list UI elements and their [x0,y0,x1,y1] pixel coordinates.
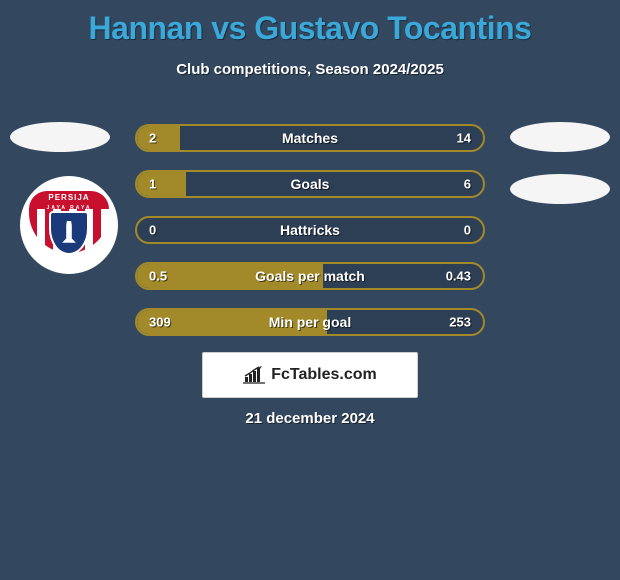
stats-bars: 2 Matches 14 1 Goals 6 0 Hattricks 0 0.5… [135,124,485,354]
bar-label: Matches [137,130,483,146]
bar-row-matches: 2 Matches 14 [135,124,485,152]
bar-right-value: 0.43 [446,269,471,284]
team-left-badge: PERSIJA JAYA RAYA [20,176,118,274]
brand-box: FcTables.com [202,352,418,398]
bar-label: Min per goal [137,314,483,330]
bar-label: Hattricks [137,222,483,238]
page-title: Hannan vs Gustavo Tocantins [0,0,620,47]
bar-row-goals: 1 Goals 6 [135,170,485,198]
team-right-logo-placeholder-2 [510,174,610,204]
bar-right-value: 253 [449,315,471,330]
bar-row-goals-per-match: 0.5 Goals per match 0.43 [135,262,485,290]
badge-monument-icon [62,221,76,243]
badge-top-text: PERSIJA JAYA RAYA [29,191,109,209]
bar-right-value: 14 [457,131,471,146]
bar-chart-icon [243,366,265,384]
badge-graphic: PERSIJA JAYA RAYA [29,185,109,265]
brand-text: FcTables.com [271,366,377,384]
team-left-logo-placeholder-1 [10,122,110,152]
bar-row-min-per-goal: 309 Min per goal 253 [135,308,485,336]
bar-label: Goals per match [137,268,483,284]
page-subtitle: Club competitions, Season 2024/2025 [0,61,620,78]
bar-right-value: 6 [464,177,471,192]
date-text: 21 december 2024 [0,410,620,427]
bar-right-value: 0 [464,223,471,238]
bar-label: Goals [137,176,483,192]
bar-row-hattricks: 0 Hattricks 0 [135,216,485,244]
team-right-logo-placeholder-1 [510,122,610,152]
badge-main-text: PERSIJA [48,193,89,202]
